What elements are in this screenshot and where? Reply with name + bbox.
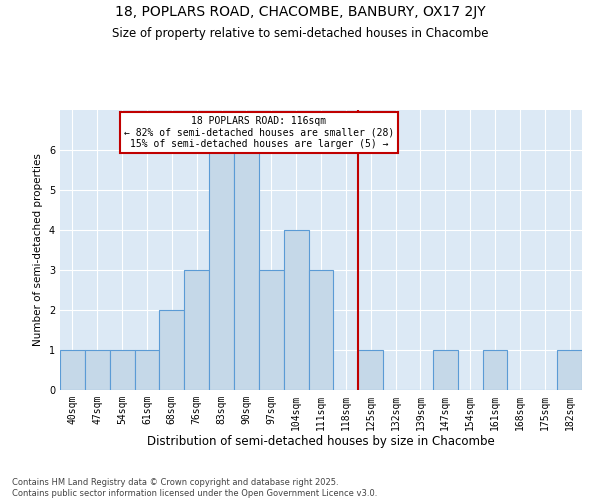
Bar [160, 310, 184, 390]
Bar [557, 350, 582, 390]
Bar [134, 350, 160, 390]
Y-axis label: Number of semi-detached properties: Number of semi-detached properties [34, 154, 43, 346]
Text: 18 POPLARS ROAD: 116sqm
← 82% of semi-detached houses are smaller (28)
15% of se: 18 POPLARS ROAD: 116sqm ← 82% of semi-de… [124, 116, 394, 149]
Bar [85, 350, 110, 390]
Bar [234, 150, 259, 390]
Bar [209, 150, 234, 390]
Text: 18, POPLARS ROAD, CHACOMBE, BANBURY, OX17 2JY: 18, POPLARS ROAD, CHACOMBE, BANBURY, OX1… [115, 5, 485, 19]
Bar [358, 350, 383, 390]
Bar [60, 350, 85, 390]
Text: Contains HM Land Registry data © Crown copyright and database right 2025.
Contai: Contains HM Land Registry data © Crown c… [12, 478, 377, 498]
Bar [110, 350, 134, 390]
Text: Size of property relative to semi-detached houses in Chacombe: Size of property relative to semi-detach… [112, 28, 488, 40]
Bar [184, 270, 209, 390]
Bar [482, 350, 508, 390]
Text: Distribution of semi-detached houses by size in Chacombe: Distribution of semi-detached houses by … [147, 435, 495, 448]
Bar [433, 350, 458, 390]
Bar [308, 270, 334, 390]
Bar [259, 270, 284, 390]
Bar [284, 230, 308, 390]
